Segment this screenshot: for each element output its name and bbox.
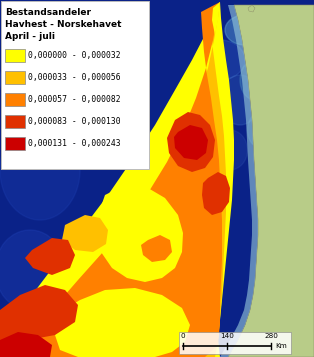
Bar (5, 137, 25, 150)
Bar (5, 115, 25, 128)
Polygon shape (258, 10, 314, 357)
Polygon shape (0, 332, 52, 357)
Text: 0: 0 (181, 333, 185, 339)
Polygon shape (0, 285, 78, 348)
Polygon shape (220, 5, 258, 357)
Text: 0,000000 - 0,000032: 0,000000 - 0,000032 (28, 51, 121, 60)
Ellipse shape (95, 110, 145, 150)
FancyBboxPatch shape (1, 1, 149, 169)
Polygon shape (20, 2, 222, 357)
Text: 280: 280 (264, 333, 278, 339)
Polygon shape (202, 172, 230, 215)
Text: 0,000083 - 0,000130: 0,000083 - 0,000130 (28, 117, 121, 126)
Polygon shape (212, 2, 220, 35)
Polygon shape (141, 235, 172, 262)
Ellipse shape (225, 15, 265, 45)
Text: 0,000033 - 0,000056: 0,000033 - 0,000056 (28, 73, 121, 82)
Polygon shape (174, 125, 208, 160)
Bar (5, 93, 25, 106)
Bar (5, 71, 25, 84)
Polygon shape (25, 2, 226, 357)
Text: April - juli: April - juli (5, 32, 55, 41)
Ellipse shape (247, 112, 273, 147)
Ellipse shape (195, 40, 245, 80)
Text: Bestandsandeler: Bestandsandeler (5, 8, 91, 17)
Bar (179, 332, 291, 354)
Polygon shape (97, 185, 183, 282)
Ellipse shape (60, 220, 120, 280)
Text: 140: 140 (220, 333, 234, 339)
Ellipse shape (0, 40, 100, 120)
Ellipse shape (240, 60, 270, 100)
Ellipse shape (0, 230, 65, 310)
Ellipse shape (0, 120, 80, 220)
Polygon shape (228, 5, 314, 357)
Text: Km: Km (275, 343, 287, 349)
Text: 0,000057 - 0,000082: 0,000057 - 0,000082 (28, 95, 121, 104)
Polygon shape (0, 2, 234, 357)
Ellipse shape (213, 130, 247, 170)
Text: 0,000131 - 0,000243: 0,000131 - 0,000243 (28, 139, 121, 148)
Polygon shape (55, 288, 190, 357)
Ellipse shape (220, 75, 260, 125)
Polygon shape (62, 215, 108, 252)
Polygon shape (167, 112, 215, 172)
Polygon shape (248, 5, 255, 12)
Polygon shape (25, 238, 75, 275)
Bar (5, 49, 25, 62)
Text: Havhest - Norskehavet: Havhest - Norskehavet (5, 20, 122, 29)
